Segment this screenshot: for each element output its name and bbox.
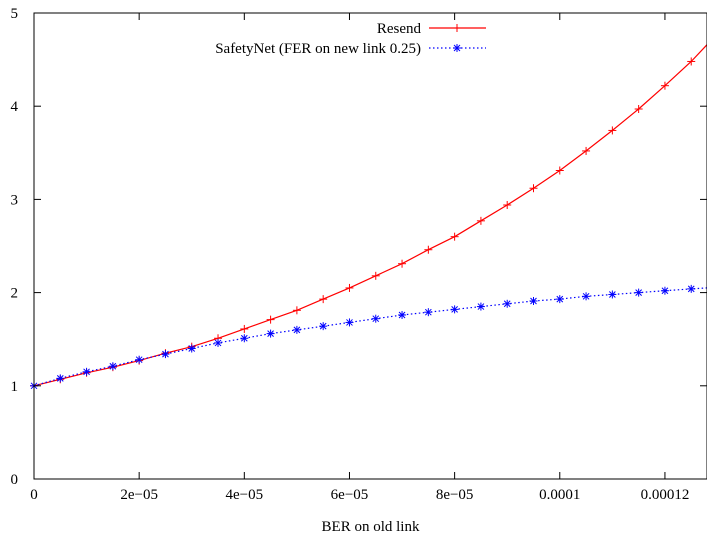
series-2-point xyxy=(292,325,301,334)
x-tick-label: 2e−05 xyxy=(120,487,158,503)
marker-d2 xyxy=(530,297,537,305)
series-1-point xyxy=(476,216,485,225)
marker-d2 xyxy=(214,339,222,347)
legend-marker-2 xyxy=(453,44,461,52)
series-1-point xyxy=(660,81,669,90)
series-2-point xyxy=(660,286,669,295)
series-1-point xyxy=(345,283,354,292)
series-1-point xyxy=(582,146,591,155)
plot-frame xyxy=(33,12,707,480)
marker-d2 xyxy=(635,289,643,296)
marker-d2 xyxy=(319,322,327,330)
series-2-point xyxy=(345,318,354,327)
series-2-point xyxy=(240,334,249,343)
marker-d2 xyxy=(83,368,90,376)
marker-d2 xyxy=(609,291,616,298)
series-2-point xyxy=(161,350,170,359)
marker-d2 xyxy=(661,287,669,295)
series-1-point xyxy=(424,245,433,254)
y-tick-label: 1 xyxy=(11,379,19,395)
chart-axes: 0 2e−05 4e−05 6e−05 8e−05 0.0001 0.00012 0 1 2 3 4 5 xyxy=(11,6,707,503)
series-1-point xyxy=(634,104,643,113)
series-line-1 xyxy=(33,44,707,387)
marker-d2 xyxy=(267,330,274,337)
marker-d2 xyxy=(503,300,511,308)
chart-marks xyxy=(30,44,707,390)
marker-d2 xyxy=(424,308,432,316)
series-line-2 xyxy=(33,287,707,387)
marker-d2 xyxy=(372,315,380,323)
y-tick-label: 2 xyxy=(11,286,19,302)
series-2-point xyxy=(555,295,564,304)
x-tick-label: 8e−05 xyxy=(436,487,474,503)
marker-d2 xyxy=(240,334,248,342)
marker-d2 xyxy=(451,306,458,313)
series-2-point xyxy=(82,367,91,376)
y-tick-label: 5 xyxy=(11,6,19,22)
series-1-point xyxy=(555,166,564,175)
series-2-point xyxy=(687,284,696,293)
series-1-point xyxy=(529,184,538,193)
series-2-point xyxy=(108,362,117,371)
chart-legend: Resend SafetyNet (FER on new link 0.25) xyxy=(215,21,486,57)
y-tick-label: 0 xyxy=(11,472,19,488)
legend-marker-1 xyxy=(453,24,461,32)
series-2-point xyxy=(529,296,538,305)
series-1-point xyxy=(608,126,617,135)
x-axis-label: BER on old link xyxy=(322,519,420,535)
series-2-point xyxy=(582,292,591,301)
y-tick-label: 4 xyxy=(11,99,19,115)
legend-label-1: Resend xyxy=(377,21,422,37)
series-1-point xyxy=(503,200,512,209)
series-2-point xyxy=(135,355,144,364)
series-2-point xyxy=(503,299,512,308)
series-2-point xyxy=(319,322,328,331)
x-tick-label: 0.00012 xyxy=(641,487,690,503)
series-2-point xyxy=(56,374,65,383)
series-2-point xyxy=(187,344,196,353)
series-2-point xyxy=(476,302,485,311)
series-1-point xyxy=(450,232,459,241)
x-tick-label: 0 xyxy=(30,487,38,503)
marker-d2 xyxy=(109,362,117,370)
x-tick-label: 0.0001 xyxy=(539,487,580,503)
marker-d2 xyxy=(346,319,353,326)
marker-d2 xyxy=(582,292,590,300)
legend-label-2: SafetyNet (FER on new link 0.25) xyxy=(215,41,421,57)
series-2-point xyxy=(424,308,433,317)
marker-d2 xyxy=(293,326,301,334)
x-tick-label: 6e−05 xyxy=(331,487,369,503)
x-tick-label: 4e−05 xyxy=(226,487,264,503)
series-2-point xyxy=(214,338,223,347)
series-2-point xyxy=(371,314,380,323)
marker-d2 xyxy=(56,374,64,382)
marker-d2 xyxy=(453,44,461,52)
series-2-point xyxy=(450,305,459,314)
series-1-point xyxy=(240,324,249,333)
series-1-point xyxy=(687,57,696,66)
marker-d2 xyxy=(162,350,169,358)
marker-d2 xyxy=(135,356,143,364)
marker-d2 xyxy=(477,303,485,310)
marker-d2 xyxy=(556,295,564,303)
series-1-point xyxy=(398,259,407,268)
series-2-point xyxy=(266,329,275,338)
marker-d2 xyxy=(398,311,406,319)
series-2-point xyxy=(398,310,407,319)
series-1-point xyxy=(292,306,301,315)
series-1-point xyxy=(371,271,380,280)
y-tick-label: 3 xyxy=(11,192,19,208)
series-2-point xyxy=(634,288,643,297)
series-1-point xyxy=(319,295,328,304)
series-1-point xyxy=(266,315,275,324)
marker-d2 xyxy=(188,345,196,352)
marker-d2 xyxy=(687,285,695,293)
series-2-point xyxy=(608,290,617,299)
